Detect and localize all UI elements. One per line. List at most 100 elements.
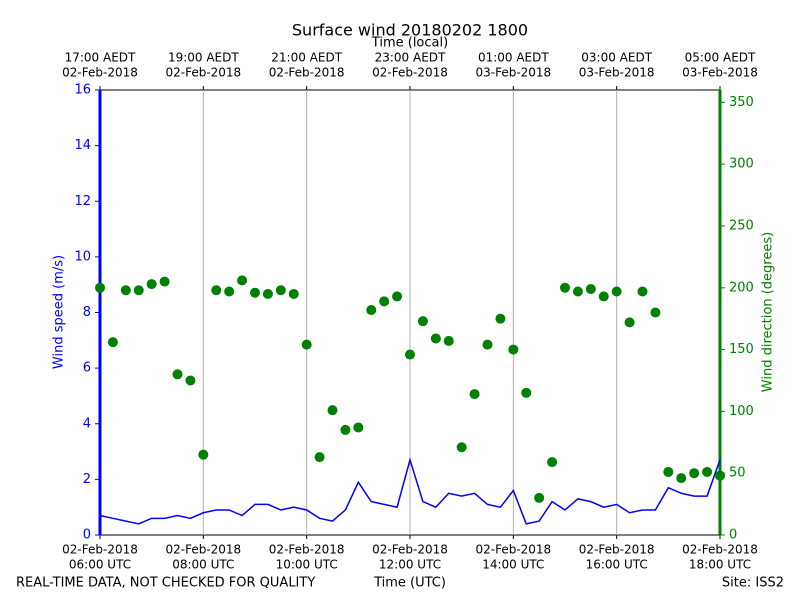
wind-direction-point <box>521 387 532 398</box>
y-tick-label: 4 <box>83 416 91 431</box>
wind-direction-point <box>430 333 441 344</box>
wind-direction-point <box>211 285 222 296</box>
x2-tick-label: 19:00 AEDT <box>168 51 239 65</box>
x2-tick-label: 01:00 AEDT <box>478 51 549 65</box>
wind-direction-point <box>366 305 377 316</box>
y2-tick-label: 300 <box>729 157 754 172</box>
wind-direction-point <box>405 349 415 360</box>
x-tick-label: 08:00 UTC <box>172 558 234 572</box>
y2-tick-label: 350 <box>729 95 754 110</box>
wind-direction-point <box>301 339 312 350</box>
x2-tick-label: 03-Feb-2018 <box>682 66 758 80</box>
x-tick-label: 14:00 UTC <box>482 558 544 572</box>
x-tick-label: 02-Feb-2018 <box>165 543 241 557</box>
x-tick-label: 02-Feb-2018 <box>269 543 345 557</box>
x-tick-label: 06:00 UTC <box>69 558 131 572</box>
wind-direction-point <box>224 286 235 297</box>
wind-direction-point <box>288 288 299 299</box>
y-tick-label: 8 <box>83 305 91 320</box>
x-tick-label: 02-Feb-2018 <box>579 543 655 557</box>
wind-direction-point <box>340 424 351 435</box>
x2-tick-label: 02-Feb-2018 <box>372 66 448 80</box>
x-tick-label: 02-Feb-2018 <box>475 543 551 557</box>
y-tick-label: 6 <box>83 361 91 376</box>
wind-direction-point <box>250 287 260 298</box>
wind-direction-point <box>314 452 325 463</box>
x-tick-label: 02-Feb-2018 <box>682 543 758 557</box>
x2-tick-label: 17:00 AEDT <box>65 51 136 65</box>
wind-direction-point <box>327 405 338 416</box>
footer-note: REAL-TIME DATA, NOT CHECKED FOR QUALITY <box>16 576 315 591</box>
wind-direction-point <box>560 282 570 293</box>
wind-direction-point <box>198 449 209 460</box>
y2-tick-label: 100 <box>729 404 754 419</box>
wind-direction-point <box>534 492 545 503</box>
wind-direction-point <box>637 286 648 297</box>
wind-direction-point <box>508 344 519 355</box>
y-tick-label: 0 <box>83 528 91 543</box>
x2-tick-label: 03:00 AEDT <box>581 51 652 65</box>
y2-tick-label: 200 <box>729 280 754 295</box>
wind-direction-point <box>456 442 467 453</box>
x-tick-label: 16:00 UTC <box>586 558 648 572</box>
wind-direction-point <box>107 337 118 348</box>
wind-direction-point <box>650 307 661 318</box>
wind-direction-point <box>689 468 700 479</box>
y-tick-label: 2 <box>83 472 91 487</box>
x-tick-label: 18:00 UTC <box>689 558 751 572</box>
y2-tick-label: 150 <box>729 342 754 357</box>
wind-direction-point <box>611 286 622 297</box>
x2-tick-label: 02-Feb-2018 <box>165 66 241 80</box>
wind-direction-point <box>715 470 725 481</box>
wind-direction-point <box>237 275 248 286</box>
wind-direction-point <box>443 335 454 346</box>
x-tick-label: 02-Feb-2018 <box>62 543 138 557</box>
wind-direction-point <box>663 466 674 477</box>
x2-tick-label: 03-Feb-2018 <box>579 66 655 80</box>
x2-tick-label: 02-Feb-2018 <box>62 66 138 80</box>
wind-direction-point <box>572 286 583 297</box>
x2-tick-label: 03-Feb-2018 <box>475 66 551 80</box>
wind-direction-point <box>598 291 609 302</box>
wind-direction-point <box>146 279 157 290</box>
wind-direction-point <box>353 422 364 433</box>
y-tick-label: 10 <box>74 249 91 264</box>
wind-direction-point <box>392 291 403 302</box>
wind-direction-point <box>676 473 687 484</box>
wind-speed-line <box>99 457 721 525</box>
chart-title: Surface wind 20180202 1800 <box>292 21 528 40</box>
wind-direction-point <box>482 339 493 350</box>
wind-direction-point <box>262 288 273 299</box>
x-tick-label: 12:00 UTC <box>379 558 441 572</box>
y2-tick-label: 0 <box>729 528 737 543</box>
x2-tick-label: 02-Feb-2018 <box>269 66 345 80</box>
wind-direction-point <box>133 285 144 296</box>
wind-direction-point <box>185 375 196 386</box>
x2-tick-label: 05:00 AEDT <box>685 51 756 65</box>
wind-direction-point <box>624 317 635 328</box>
y2-tick-label: 250 <box>729 218 754 233</box>
x-axis-title: Time (UTC) <box>373 576 446 591</box>
wind-direction-point <box>95 282 105 293</box>
y-axis-title: Wind speed (m/s) <box>52 255 67 369</box>
wind-direction-point <box>275 285 286 296</box>
wind-direction-point <box>547 457 558 468</box>
x2-tick-label: 23:00 AEDT <box>375 51 446 65</box>
y-tick-label: 16 <box>74 83 91 98</box>
y-tick-label: 12 <box>74 194 91 209</box>
wind-direction-point <box>495 313 506 324</box>
wind-direction-point <box>417 316 428 327</box>
wind-direction-point <box>120 285 131 296</box>
y2-axis-title: Wind direction (degrees) <box>761 232 776 392</box>
x-tick-label: 10:00 UTC <box>276 558 338 572</box>
footer-site: Site: ISS2 <box>722 576 784 591</box>
wind-direction-point <box>702 466 713 477</box>
x2-tick-label: 21:00 AEDT <box>271 51 342 65</box>
wind-direction-point <box>585 284 596 295</box>
x-tick-label: 02-Feb-2018 <box>372 543 448 557</box>
wind-direction-point <box>469 389 480 400</box>
y2-tick-label: 50 <box>729 466 746 481</box>
wind-direction-point <box>172 369 183 380</box>
